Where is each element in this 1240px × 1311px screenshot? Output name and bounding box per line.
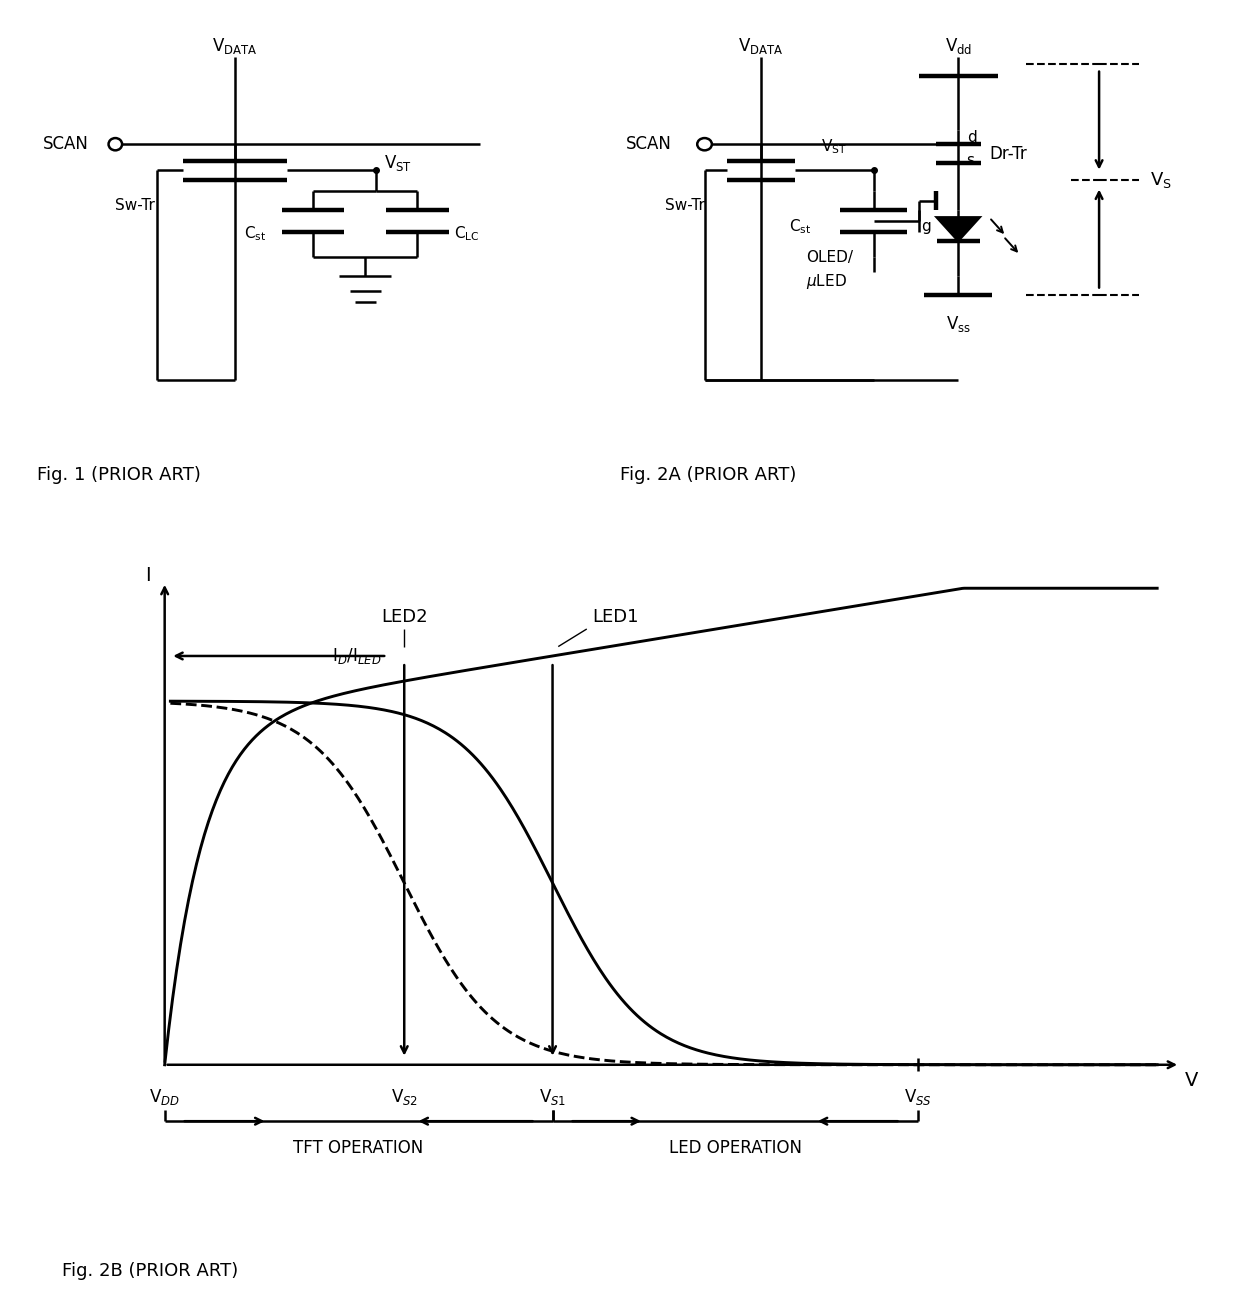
Text: V$_{\mathregular{ST}}$: V$_{\mathregular{ST}}$ [383, 153, 412, 173]
Text: $\mu$LED: $\mu$LED [806, 271, 847, 291]
Text: C$_{\mathregular{LC}}$: C$_{\mathregular{LC}}$ [454, 224, 480, 244]
Text: Dr-Tr: Dr-Tr [990, 144, 1027, 163]
Text: V$_{S1}$: V$_{S1}$ [539, 1087, 567, 1106]
Text: s: s [967, 153, 975, 168]
Text: V$_{\mathregular{S}}$: V$_{\mathregular{S}}$ [1149, 169, 1172, 190]
Text: V: V [1184, 1071, 1198, 1089]
Text: V$_{\mathregular{dd}}$: V$_{\mathregular{dd}}$ [945, 35, 972, 55]
Text: TFT OPERATION: TFT OPERATION [294, 1139, 424, 1156]
Text: V$_{DD}$: V$_{DD}$ [149, 1087, 180, 1106]
Text: V$_{\mathregular{DATA}}$: V$_{\mathregular{DATA}}$ [738, 35, 784, 55]
Text: Fig. 2A (PRIOR ART): Fig. 2A (PRIOR ART) [620, 465, 796, 484]
Text: LED OPERATION: LED OPERATION [668, 1139, 801, 1156]
Text: V$_{\mathregular{ST}}$: V$_{\mathregular{ST}}$ [821, 138, 847, 156]
Text: V$_{S2}$: V$_{S2}$ [391, 1087, 418, 1106]
Text: g: g [921, 219, 931, 235]
Text: V$_{SS}$: V$_{SS}$ [904, 1087, 931, 1106]
Text: C$_{\mathregular{st}}$: C$_{\mathregular{st}}$ [789, 218, 811, 236]
Text: d: d [967, 130, 976, 144]
Text: LED2: LED2 [381, 608, 428, 625]
Text: Fig. 2B (PRIOR ART): Fig. 2B (PRIOR ART) [62, 1262, 238, 1281]
Text: Sw-Tr: Sw-Tr [115, 198, 155, 214]
Text: I$_D$/I$_{LED}$: I$_D$/I$_{LED}$ [332, 646, 382, 666]
Polygon shape [936, 218, 980, 241]
Text: V$_{\mathregular{ss}}$: V$_{\mathregular{ss}}$ [946, 315, 971, 334]
Text: LED1: LED1 [591, 608, 639, 625]
Text: SCAN: SCAN [626, 135, 672, 153]
Text: SCAN: SCAN [42, 135, 88, 153]
Text: C$_{\mathregular{st}}$: C$_{\mathregular{st}}$ [244, 224, 267, 244]
Text: OLED/: OLED/ [806, 250, 853, 265]
Text: I: I [145, 566, 150, 585]
Text: Fig. 1 (PRIOR ART): Fig. 1 (PRIOR ART) [37, 465, 201, 484]
Text: Sw-Tr: Sw-Tr [665, 198, 706, 214]
Text: V$_{\mathregular{DATA}}$: V$_{\mathregular{DATA}}$ [212, 35, 258, 55]
